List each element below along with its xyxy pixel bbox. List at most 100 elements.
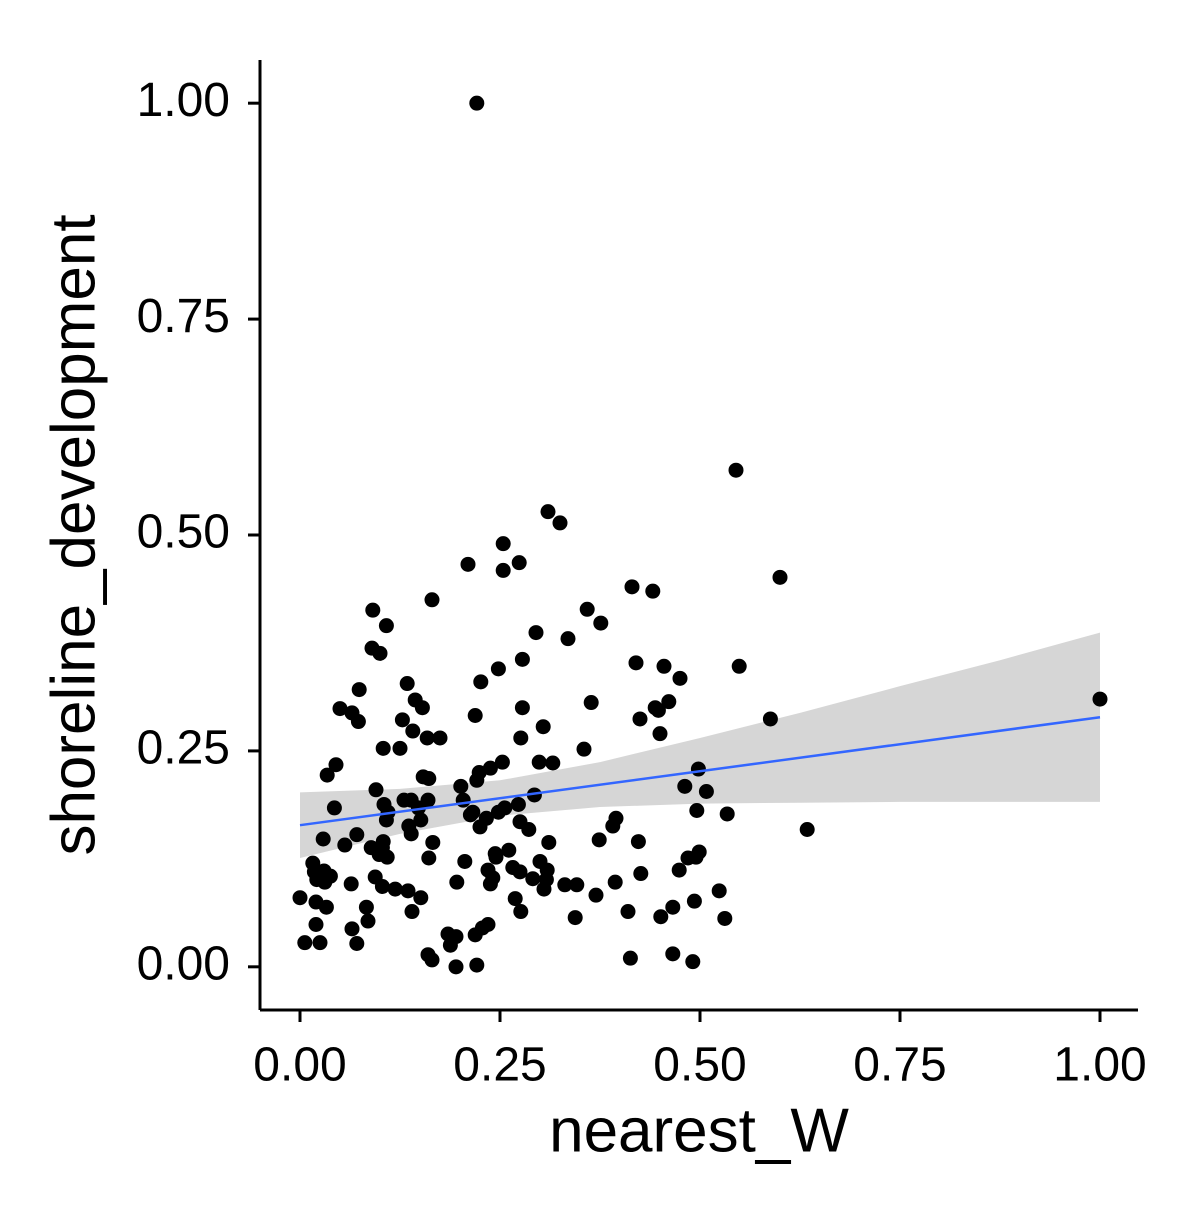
point bbox=[512, 864, 528, 880]
point bbox=[469, 957, 485, 973]
x-tick-label: 0.00 bbox=[253, 1039, 346, 1092]
point bbox=[317, 874, 333, 890]
point bbox=[349, 827, 365, 843]
point bbox=[661, 694, 677, 710]
point bbox=[292, 890, 308, 906]
point bbox=[403, 826, 419, 842]
point bbox=[318, 899, 334, 915]
point bbox=[510, 796, 526, 812]
point bbox=[728, 462, 744, 478]
point bbox=[593, 615, 609, 631]
x-axis-title: nearest_W bbox=[549, 1096, 849, 1165]
point bbox=[424, 592, 440, 608]
point bbox=[467, 927, 483, 943]
point bbox=[421, 850, 437, 866]
point bbox=[404, 904, 420, 920]
point bbox=[545, 755, 561, 771]
point bbox=[375, 740, 391, 756]
point bbox=[328, 757, 344, 773]
band-layer bbox=[300, 632, 1100, 858]
point bbox=[473, 674, 489, 690]
point bbox=[494, 754, 510, 770]
point bbox=[432, 730, 448, 746]
point bbox=[632, 711, 648, 727]
point bbox=[680, 850, 696, 866]
point bbox=[677, 778, 693, 794]
y-tick-label: 0.50 bbox=[137, 506, 230, 559]
point bbox=[591, 832, 607, 848]
x-tick-label: 0.25 bbox=[453, 1039, 546, 1092]
point bbox=[337, 837, 353, 853]
point bbox=[540, 504, 556, 520]
point bbox=[665, 946, 681, 962]
point bbox=[535, 719, 551, 735]
point bbox=[448, 959, 464, 975]
point bbox=[372, 645, 388, 661]
point bbox=[344, 921, 360, 937]
point bbox=[308, 917, 324, 932]
point bbox=[665, 899, 681, 915]
point bbox=[583, 695, 599, 711]
point bbox=[495, 536, 511, 552]
point bbox=[460, 556, 476, 572]
point bbox=[413, 890, 429, 906]
point bbox=[525, 871, 541, 887]
point bbox=[394, 712, 410, 728]
point bbox=[332, 701, 348, 717]
point bbox=[312, 935, 328, 951]
point bbox=[531, 754, 547, 770]
point bbox=[671, 862, 687, 878]
point bbox=[400, 883, 416, 899]
point bbox=[521, 822, 537, 837]
point bbox=[513, 730, 529, 746]
point bbox=[490, 804, 506, 820]
point bbox=[557, 877, 573, 893]
point bbox=[378, 812, 394, 828]
point bbox=[1092, 691, 1108, 707]
point bbox=[319, 767, 335, 783]
point bbox=[495, 562, 511, 578]
point bbox=[425, 834, 441, 850]
point bbox=[480, 917, 496, 932]
point bbox=[719, 806, 735, 822]
point-layer bbox=[292, 95, 1108, 975]
point bbox=[624, 579, 640, 595]
point bbox=[457, 853, 473, 869]
point bbox=[465, 804, 481, 820]
point bbox=[315, 831, 331, 847]
point bbox=[689, 803, 705, 818]
point bbox=[605, 818, 621, 834]
point bbox=[488, 849, 504, 865]
point bbox=[413, 812, 429, 828]
point bbox=[387, 881, 403, 897]
point bbox=[350, 714, 366, 730]
point bbox=[392, 740, 408, 756]
point bbox=[374, 879, 390, 894]
point bbox=[645, 583, 661, 599]
point bbox=[379, 849, 395, 865]
point bbox=[647, 700, 663, 716]
point bbox=[588, 887, 604, 903]
point bbox=[717, 910, 733, 926]
point bbox=[449, 874, 465, 890]
point bbox=[772, 569, 788, 585]
point bbox=[343, 876, 359, 892]
point bbox=[511, 555, 527, 571]
point bbox=[419, 730, 435, 746]
point bbox=[414, 700, 430, 716]
point bbox=[731, 658, 747, 674]
point bbox=[569, 877, 585, 893]
point bbox=[424, 952, 440, 968]
point bbox=[528, 625, 544, 641]
y-tick-label: 0.75 bbox=[137, 290, 230, 343]
point bbox=[469, 95, 485, 111]
point bbox=[405, 723, 421, 739]
point bbox=[442, 937, 458, 953]
confidence-band bbox=[300, 632, 1100, 858]
y-tick-label: 0.00 bbox=[137, 937, 230, 990]
point bbox=[633, 866, 649, 882]
point bbox=[399, 676, 415, 692]
point bbox=[541, 834, 557, 850]
